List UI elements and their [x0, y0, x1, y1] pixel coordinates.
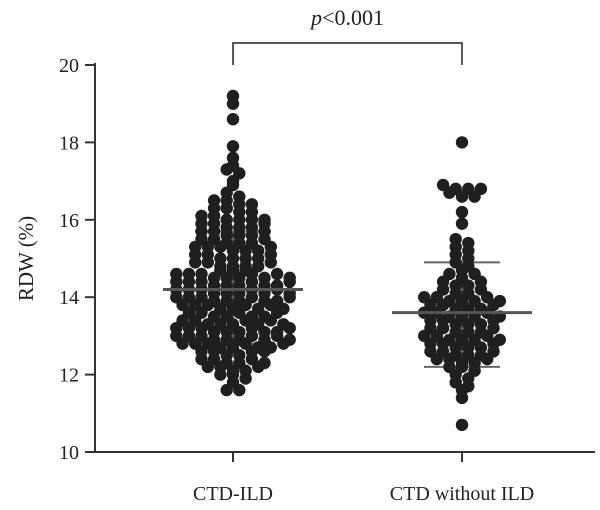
data-point	[283, 275, 296, 288]
data-point	[220, 201, 233, 215]
data-point	[226, 97, 240, 110]
data-point	[176, 337, 189, 350]
data-point	[214, 368, 227, 381]
data-point	[283, 291, 296, 304]
data-point	[214, 240, 227, 254]
y-axis-title: RDW (%)	[14, 216, 38, 301]
y-tick-label: 20	[59, 55, 79, 77]
labels: 10 12 14 16 18 20 CTD-ILD CTD without ILD RDW (%…	[14, 5, 534, 505]
data-point	[468, 190, 481, 203]
data-point	[270, 267, 284, 281]
x-tick-label: CTD without ILD	[390, 483, 534, 505]
data-point	[258, 345, 271, 358]
data-point	[430, 352, 443, 366]
data-point	[201, 256, 214, 269]
data-point	[481, 352, 494, 366]
data-point	[283, 321, 296, 335]
data-point	[455, 205, 469, 219]
data-point	[201, 360, 214, 374]
data-point	[264, 314, 277, 327]
data-point	[226, 140, 240, 153]
data-point	[226, 112, 240, 126]
y-tick-label: 16	[59, 210, 79, 232]
y-tick-label: 18	[59, 132, 79, 154]
data-point	[455, 136, 469, 149]
data-point	[264, 256, 277, 269]
data-point	[277, 337, 290, 350]
y-tick-label: 12	[59, 365, 79, 387]
data-point	[455, 217, 469, 230]
data-point	[455, 418, 469, 432]
data-point	[233, 383, 246, 397]
y-tick-label: 14	[59, 287, 79, 309]
data-point	[455, 190, 469, 203]
data-point	[455, 391, 469, 405]
significance-label: p<0.001	[309, 5, 384, 30]
data-point	[189, 256, 202, 269]
data-point	[252, 360, 265, 374]
significance-bracket	[232, 42, 463, 65]
x-tick-label: CTD-ILD	[193, 483, 273, 505]
data-point	[239, 372, 252, 385]
y-tick-label: 10	[59, 442, 79, 464]
data-point	[220, 163, 233, 176]
axes	[85, 63, 595, 462]
data-points	[170, 89, 506, 432]
data-point	[220, 383, 233, 397]
data-point	[443, 186, 456, 199]
